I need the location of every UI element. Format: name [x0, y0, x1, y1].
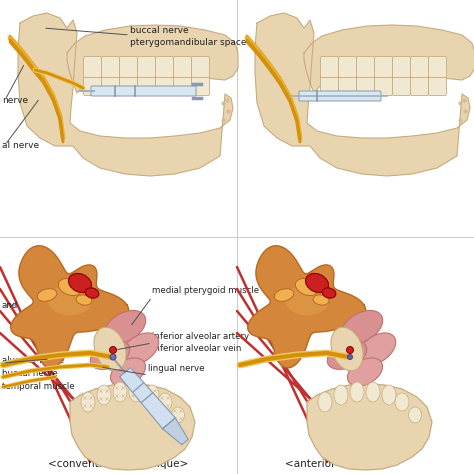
FancyBboxPatch shape [173, 56, 191, 78]
Polygon shape [11, 246, 129, 368]
FancyBboxPatch shape [428, 56, 447, 78]
Ellipse shape [334, 385, 348, 405]
Polygon shape [307, 384, 432, 470]
Ellipse shape [145, 385, 159, 405]
Text: <conventional technique>: <conventional technique> [48, 459, 188, 469]
Ellipse shape [158, 393, 172, 411]
Text: temporal muscle: temporal muscle [2, 382, 74, 391]
Polygon shape [48, 284, 92, 315]
FancyBboxPatch shape [155, 56, 173, 78]
Ellipse shape [327, 341, 367, 369]
FancyBboxPatch shape [356, 74, 374, 95]
Ellipse shape [331, 327, 363, 371]
Polygon shape [304, 25, 474, 93]
Text: pterygomandibular space: pterygomandibular space [130, 37, 246, 46]
FancyBboxPatch shape [119, 74, 137, 95]
Ellipse shape [37, 289, 57, 301]
Polygon shape [163, 418, 188, 445]
Ellipse shape [68, 273, 91, 292]
FancyBboxPatch shape [428, 74, 447, 95]
FancyBboxPatch shape [374, 74, 392, 95]
Ellipse shape [358, 333, 396, 365]
Ellipse shape [85, 288, 99, 298]
FancyBboxPatch shape [137, 56, 155, 78]
Polygon shape [248, 246, 366, 368]
FancyBboxPatch shape [299, 91, 381, 101]
FancyBboxPatch shape [356, 56, 374, 78]
Ellipse shape [110, 354, 116, 360]
FancyBboxPatch shape [191, 74, 210, 95]
FancyBboxPatch shape [91, 86, 196, 96]
FancyBboxPatch shape [119, 56, 137, 78]
Ellipse shape [121, 333, 159, 365]
Text: and: and [2, 301, 18, 310]
FancyBboxPatch shape [83, 56, 101, 78]
Ellipse shape [313, 295, 329, 305]
Ellipse shape [172, 407, 184, 423]
Ellipse shape [109, 346, 117, 354]
FancyBboxPatch shape [338, 56, 356, 78]
FancyBboxPatch shape [83, 74, 101, 95]
FancyBboxPatch shape [101, 56, 119, 78]
FancyBboxPatch shape [320, 74, 338, 95]
Ellipse shape [382, 385, 396, 405]
Polygon shape [120, 368, 175, 429]
Ellipse shape [90, 341, 130, 369]
Polygon shape [18, 13, 233, 176]
Ellipse shape [110, 358, 146, 386]
Ellipse shape [97, 385, 111, 405]
Ellipse shape [295, 278, 319, 296]
Ellipse shape [81, 392, 95, 412]
FancyBboxPatch shape [155, 74, 173, 95]
Ellipse shape [58, 278, 82, 296]
Polygon shape [255, 13, 470, 176]
Ellipse shape [347, 355, 353, 359]
Ellipse shape [76, 295, 92, 305]
Polygon shape [70, 384, 195, 470]
FancyBboxPatch shape [320, 56, 338, 78]
Ellipse shape [341, 310, 383, 344]
Ellipse shape [113, 382, 127, 402]
FancyBboxPatch shape [191, 56, 210, 78]
Text: alveolar nerve: alveolar nerve [2, 356, 64, 365]
Text: <anterior te: <anterior te [285, 459, 349, 469]
Ellipse shape [318, 392, 332, 412]
Text: al nerve: al nerve [2, 140, 39, 149]
FancyBboxPatch shape [374, 56, 392, 78]
Ellipse shape [395, 393, 409, 411]
Text: inferior alveolar vein: inferior alveolar vein [152, 344, 241, 353]
Text: lingual nerve: lingual nerve [148, 364, 204, 373]
FancyBboxPatch shape [392, 56, 410, 78]
FancyBboxPatch shape [392, 74, 410, 95]
Ellipse shape [322, 288, 336, 298]
Text: buccal nerve: buccal nerve [130, 26, 189, 35]
Text: medial pterygoid muscle: medial pterygoid muscle [152, 286, 259, 295]
Ellipse shape [409, 407, 421, 423]
FancyBboxPatch shape [338, 74, 356, 95]
Ellipse shape [366, 382, 380, 402]
Text: inferior alveolar artery: inferior alveolar artery [152, 332, 249, 341]
Ellipse shape [305, 273, 328, 292]
FancyBboxPatch shape [410, 74, 428, 95]
FancyBboxPatch shape [137, 74, 155, 95]
Polygon shape [285, 284, 329, 315]
Ellipse shape [104, 310, 146, 344]
FancyBboxPatch shape [101, 74, 119, 95]
Ellipse shape [94, 327, 126, 371]
Text: buccal nerve: buccal nerve [2, 369, 58, 378]
Ellipse shape [129, 382, 143, 402]
Text: nerve: nerve [2, 95, 28, 104]
Ellipse shape [274, 289, 294, 301]
Ellipse shape [347, 358, 383, 386]
Ellipse shape [346, 346, 354, 354]
Polygon shape [67, 25, 238, 93]
FancyBboxPatch shape [173, 74, 191, 95]
Ellipse shape [350, 382, 364, 402]
FancyBboxPatch shape [410, 56, 428, 78]
